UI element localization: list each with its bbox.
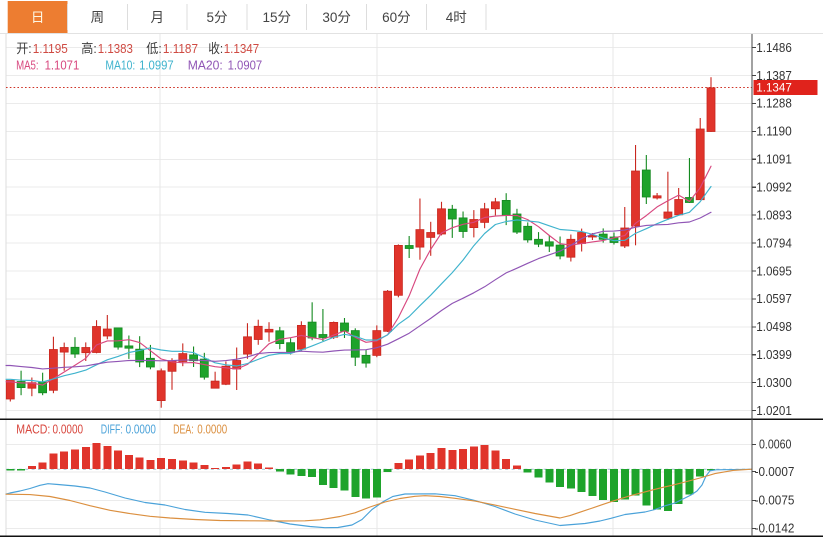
svg-text:1.1347: 1.1347 — [756, 81, 792, 95]
svg-text:1.1091: 1.1091 — [756, 153, 792, 167]
svg-text:开:: 开: — [16, 41, 32, 56]
svg-text:0.0000: 0.0000 — [53, 422, 84, 436]
svg-text:5分: 5分 — [206, 10, 227, 25]
svg-text:30分: 30分 — [322, 10, 351, 25]
svg-text:1.0597: 1.0597 — [756, 292, 792, 306]
svg-text:1.0201: 1.0201 — [756, 404, 792, 418]
svg-text:DIFF:: DIFF: — [101, 422, 123, 436]
svg-text:1.0300: 1.0300 — [756, 376, 792, 390]
svg-text:-0.0007: -0.0007 — [755, 465, 795, 479]
svg-text:1.0992: 1.0992 — [756, 181, 792, 195]
svg-text:1.1387: 1.1387 — [756, 69, 792, 83]
svg-text:MA10:: MA10: — [105, 58, 135, 73]
svg-text:周: 周 — [91, 10, 105, 25]
svg-text:1.1347: 1.1347 — [224, 41, 260, 56]
svg-text:月: 月 — [150, 10, 164, 25]
svg-text:DEA:: DEA: — [173, 422, 194, 436]
svg-text:-0.0075: -0.0075 — [755, 494, 795, 508]
svg-text:1.1288: 1.1288 — [756, 97, 792, 111]
svg-text:高:: 高: — [81, 41, 97, 56]
svg-text:-0.0142: -0.0142 — [755, 522, 795, 536]
svg-text:1.0907: 1.0907 — [228, 58, 263, 73]
svg-text:1.1190: 1.1190 — [756, 125, 792, 139]
svg-text:MACD:: MACD: — [16, 422, 50, 436]
svg-text:MA5:: MA5: — [16, 58, 38, 73]
svg-text:4时: 4时 — [446, 10, 467, 25]
svg-text:0.0060: 0.0060 — [759, 438, 791, 452]
svg-text:日: 日 — [31, 10, 45, 25]
svg-text:1.0794: 1.0794 — [756, 236, 792, 250]
svg-text:低:: 低: — [146, 41, 162, 56]
svg-text:1.1486: 1.1486 — [756, 41, 792, 55]
svg-text:15分: 15分 — [263, 10, 292, 25]
svg-text:1.1071: 1.1071 — [45, 58, 80, 73]
svg-text:1.1383: 1.1383 — [98, 41, 133, 56]
svg-text:1.0498: 1.0498 — [756, 320, 792, 334]
svg-text:1.0399: 1.0399 — [756, 348, 792, 362]
svg-text:1.0893: 1.0893 — [756, 208, 792, 222]
svg-text:1.1195: 1.1195 — [33, 41, 68, 56]
svg-text:MA20:: MA20: — [188, 58, 223, 73]
svg-text:60分: 60分 — [382, 10, 411, 25]
svg-text:1.0695: 1.0695 — [756, 264, 792, 278]
svg-text:0.0000: 0.0000 — [126, 422, 156, 436]
svg-text:1.0997: 1.0997 — [139, 58, 174, 73]
svg-text:0.0000: 0.0000 — [197, 422, 227, 436]
svg-text:收:: 收: — [208, 41, 223, 56]
svg-text:1.1187: 1.1187 — [163, 41, 198, 56]
